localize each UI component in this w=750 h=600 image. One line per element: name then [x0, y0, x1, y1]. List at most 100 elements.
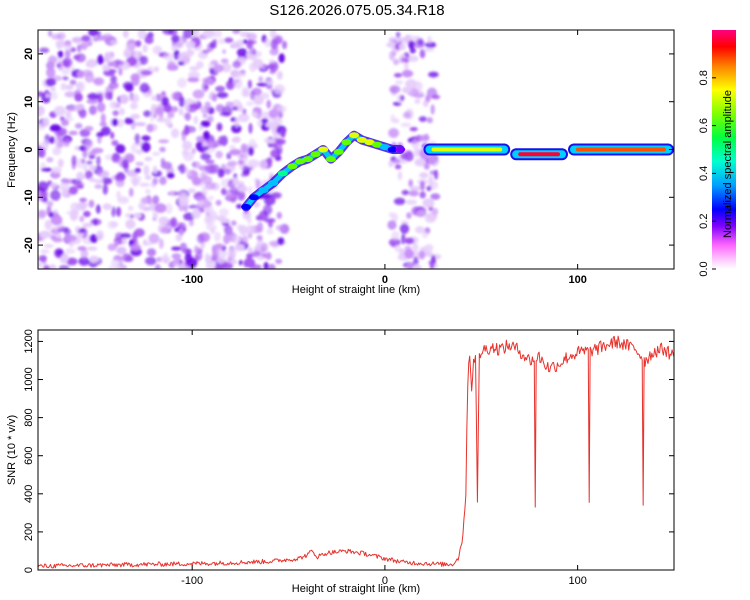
x-tick-label: 100	[568, 274, 586, 286]
noise-blob	[73, 181, 84, 188]
noise-blob	[196, 61, 204, 69]
noise-blob	[146, 123, 154, 133]
noise-blob	[143, 241, 154, 246]
noise-blob	[408, 190, 419, 197]
noise-blob	[86, 98, 99, 105]
spectrogram-x-axis-label: Height of straight line (km)	[292, 284, 420, 296]
noise-blob	[419, 180, 425, 191]
noise-blob	[277, 105, 287, 113]
noise-blob	[224, 168, 231, 175]
noise-blob	[392, 159, 401, 164]
noise-blob	[151, 151, 161, 156]
noise-blob	[40, 249, 50, 254]
noise-blob	[171, 34, 180, 43]
noise-blob	[52, 209, 59, 216]
noise-blob	[80, 42, 88, 50]
noise-blob	[128, 187, 134, 197]
x-tick-label: 0	[382, 274, 388, 286]
noise-blob	[117, 196, 130, 204]
noise-blob	[152, 165, 158, 174]
noise-blob	[388, 212, 394, 218]
noise-blob	[123, 48, 132, 59]
noise-blob	[50, 86, 56, 92]
noise-blob	[207, 78, 214, 86]
noise-blob	[102, 203, 112, 211]
noise-blob	[167, 111, 175, 119]
noise-blob	[387, 220, 397, 230]
y-tick-label: 600	[23, 447, 35, 465]
noise-blob	[73, 54, 81, 60]
noise-blob	[242, 39, 248, 44]
noise-blob	[156, 117, 166, 123]
noise-blob	[231, 124, 242, 134]
signal-track-point	[325, 156, 336, 163]
signal-track-point	[248, 194, 259, 201]
colorbar-tick-label: 0.0	[698, 261, 710, 276]
noise-blob	[141, 135, 151, 142]
noise-blob	[39, 230, 52, 239]
noise-blob	[212, 249, 219, 259]
noise-blob	[275, 258, 283, 264]
noise-blob	[152, 177, 158, 185]
noise-blob	[181, 248, 193, 254]
noise-blob	[215, 85, 226, 92]
noise-blob	[247, 159, 260, 168]
noise-blob	[95, 204, 101, 214]
noise-blob	[38, 261, 43, 268]
noise-blob	[116, 206, 122, 217]
noise-blob	[391, 230, 400, 241]
noise-blob	[88, 105, 97, 115]
noise-blob	[232, 60, 242, 69]
noise-blob	[206, 224, 217, 231]
noise-blob	[45, 77, 57, 87]
noise-blob	[406, 212, 412, 219]
noise-blob	[57, 60, 64, 71]
noise-blob	[272, 132, 281, 138]
noise-blob	[178, 96, 185, 108]
noise-blob	[104, 91, 113, 100]
noise-blob	[175, 233, 183, 242]
noise-blob	[115, 144, 126, 154]
noise-blob	[114, 174, 120, 182]
noise-blob	[275, 224, 284, 231]
noise-blob	[68, 130, 78, 136]
noise-blob	[71, 36, 83, 44]
noise-blob	[88, 199, 95, 208]
noise-blob	[61, 68, 66, 76]
noise-blob	[55, 40, 66, 48]
noise-blob	[171, 246, 182, 251]
noise-blob	[247, 247, 253, 254]
signal-track-point	[356, 136, 367, 143]
noise-blob	[193, 115, 199, 125]
noise-blob	[179, 163, 186, 174]
colorbar-tick-label: 0.4	[698, 166, 710, 181]
noise-blob	[44, 264, 50, 269]
signal-track-point	[387, 146, 398, 153]
noise-blob	[38, 142, 43, 147]
noise-blob	[133, 212, 142, 219]
noise-blob	[196, 233, 205, 244]
noise-blob	[248, 47, 256, 55]
noise-blob	[178, 195, 190, 207]
noise-blob	[154, 66, 159, 73]
noise-blob	[87, 92, 100, 101]
noise-blob	[184, 124, 190, 136]
noise-blob	[88, 177, 96, 182]
noise-blob	[423, 163, 430, 170]
noise-blob	[177, 52, 189, 63]
noise-blob	[143, 165, 150, 176]
noise-blob	[108, 264, 121, 269]
y-tick-label: -10	[23, 189, 35, 205]
noise-blob	[241, 86, 250, 95]
noise-blob	[261, 118, 269, 124]
noise-blob	[242, 235, 248, 246]
noise-blob	[223, 234, 231, 245]
noise-blob	[171, 91, 181, 101]
noise-blob	[140, 70, 153, 76]
colorbar-tick-label: 0.8	[698, 70, 710, 85]
noise-blob	[109, 39, 119, 45]
noise-blob	[116, 118, 125, 128]
noise-blob	[134, 228, 145, 238]
noise-blob	[243, 151, 248, 162]
